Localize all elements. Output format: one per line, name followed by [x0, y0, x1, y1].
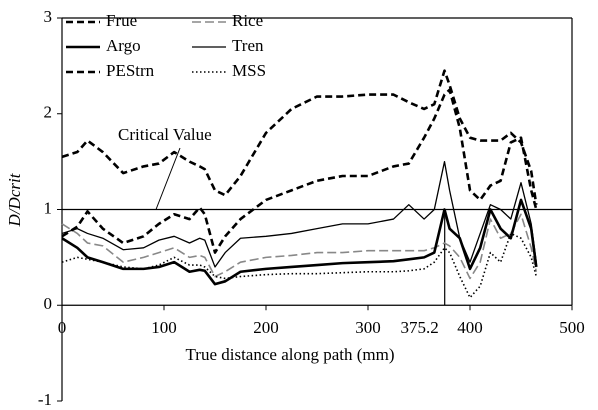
x-tick-label: 300: [355, 318, 381, 337]
series-line: [61, 213, 538, 280]
y-tick-label: 0: [44, 294, 53, 313]
y-tick-label: 2: [44, 103, 53, 122]
y-tick-label: -1: [38, 390, 52, 405]
series-line: [61, 198, 538, 286]
critical-leader: [155, 147, 181, 210]
x-tick-label: 400: [457, 318, 483, 337]
legend-label: Rice: [232, 11, 263, 30]
series-line: [61, 160, 537, 268]
x-tick-label: 200: [253, 318, 279, 337]
x-tick-label: 500: [559, 318, 585, 337]
legend-label: Argo: [106, 36, 141, 55]
legend-label: PEStrn: [106, 61, 155, 80]
legend-label: Tren: [232, 36, 264, 55]
series-line: [61, 88, 538, 254]
x-tick-label: 0: [58, 318, 67, 337]
legend-label: Frue: [106, 11, 137, 30]
x-tick-label: 100: [151, 318, 177, 337]
critical-label: Critical Value: [118, 125, 212, 144]
x-axis-label: True distance along path (mm): [186, 345, 395, 364]
vline-label: 375.2: [400, 318, 438, 337]
y-tick-label: 1: [44, 198, 53, 217]
y-tick-label: 3: [44, 7, 53, 26]
series-line: [61, 69, 538, 205]
y-axis-label: D/Dcrit: [5, 172, 24, 227]
legend-label: MSS: [232, 61, 266, 80]
